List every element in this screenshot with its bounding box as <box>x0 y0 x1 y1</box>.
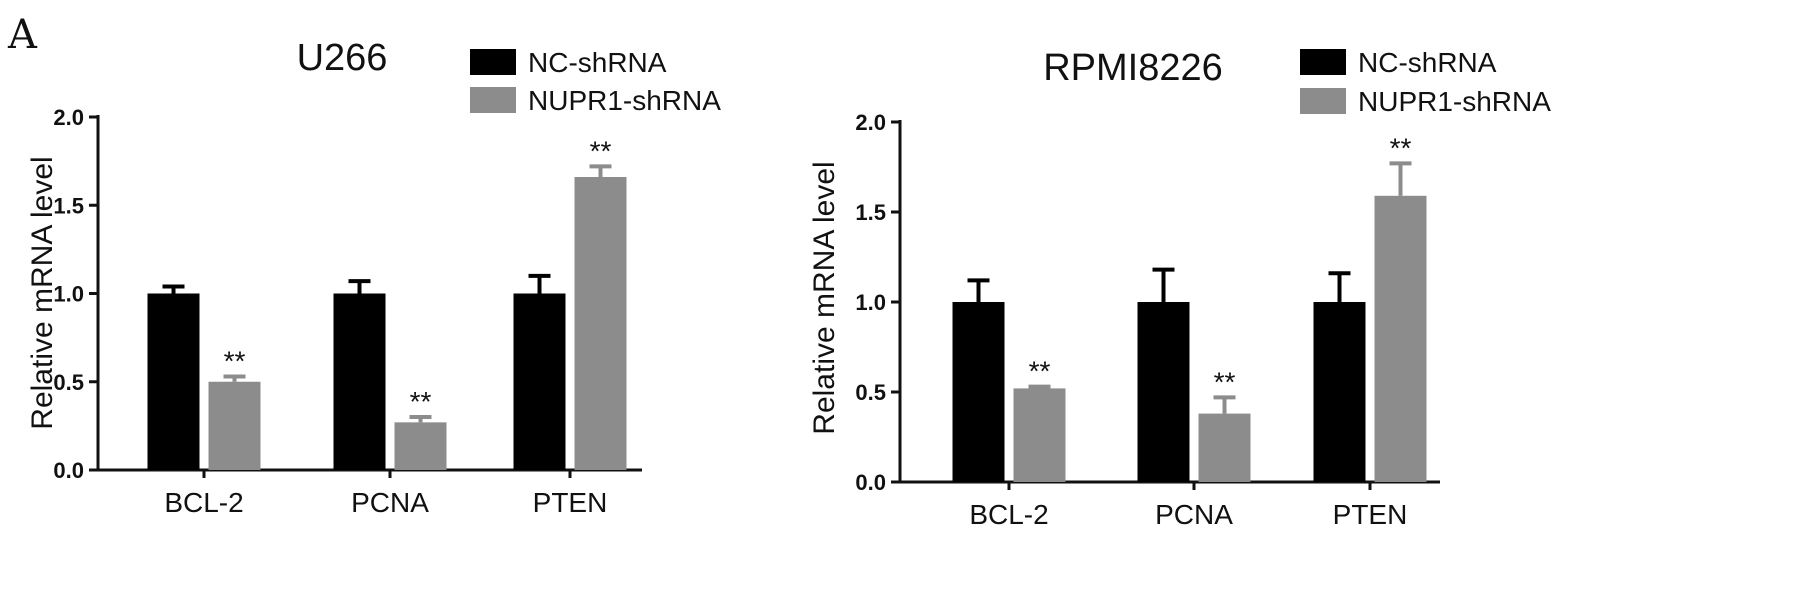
bar-nupr1-shrna-pten <box>1374 195 1427 483</box>
y-tick-label: 0.5 <box>53 370 84 395</box>
legend-label-1: NUPR1-shRNA <box>1358 86 1551 117</box>
y-tick-label: 1.5 <box>855 200 886 225</box>
bar-nc-shrna-bcl-2 <box>147 293 200 470</box>
y-tick-label: 2.0 <box>53 105 84 130</box>
x-tick-label: PCNA <box>1155 499 1233 530</box>
bar-nupr1-shrna-pten <box>574 177 627 470</box>
x-tick-label: BCL-2 <box>969 499 1048 530</box>
significance-label: ** <box>224 345 246 376</box>
chart-1: RPMI8226 Relative mRNA level 0.0 0.5 1.0 1.5 2… <box>808 47 1551 530</box>
x-tick-label: PCNA <box>351 487 429 518</box>
significance-label: ** <box>410 386 432 417</box>
x-tick-label: PTEN <box>533 487 608 518</box>
y-tick-label: 1.0 <box>53 282 84 307</box>
legend-swatch-0 <box>470 49 516 75</box>
legend-swatch-0 <box>1300 49 1346 75</box>
legend-swatch-1 <box>1300 88 1346 114</box>
bar-nupr1-shrna-bcl-2 <box>208 381 261 470</box>
chart-title: RPMI8226 <box>1043 47 1223 89</box>
significance-label: ** <box>1214 366 1236 397</box>
x-tick-label: BCL-2 <box>164 487 243 518</box>
y-axis-label: Relative mRNA level <box>808 161 841 434</box>
significance-label: ** <box>590 135 612 166</box>
bar-nupr1-shrna-bcl-2 <box>1013 388 1066 482</box>
bar-nc-shrna-pcna <box>1137 302 1190 482</box>
bar-nc-shrna-bcl-2 <box>952 302 1005 482</box>
bar-nupr1-shrna-pcna <box>394 422 447 470</box>
legend-label-0: NC-shRNA <box>528 47 667 78</box>
chart-0: U266 Relative mRNA level 0.0 0.5 1.0 1.5 2.0 BC… <box>26 37 721 518</box>
legend-label-1: NUPR1-shRNA <box>528 85 721 116</box>
x-tick-label: PTEN <box>1333 499 1408 530</box>
y-tick-label: 1.5 <box>53 193 84 218</box>
significance-label: ** <box>1029 356 1051 387</box>
bar-nc-shrna-pcna <box>333 293 386 470</box>
y-tick-label: 0.0 <box>855 470 886 495</box>
bar-nc-shrna-pten <box>513 293 566 470</box>
y-tick-label: 2.0 <box>855 110 886 135</box>
bar-nupr1-shrna-pcna <box>1198 413 1251 482</box>
y-tick-label: 0.0 <box>53 458 84 483</box>
y-tick-label: 1.0 <box>855 290 886 315</box>
legend-label-0: NC-shRNA <box>1358 47 1497 78</box>
significance-label: ** <box>1390 132 1412 163</box>
panel-label: A <box>8 12 37 58</box>
y-tick-label: 0.5 <box>855 380 886 405</box>
legend-swatch-1 <box>470 87 516 113</box>
chart-title: U266 <box>297 37 388 79</box>
y-axis-label: Relative mRNA level <box>26 156 59 429</box>
bar-nc-shrna-pten <box>1313 302 1366 482</box>
